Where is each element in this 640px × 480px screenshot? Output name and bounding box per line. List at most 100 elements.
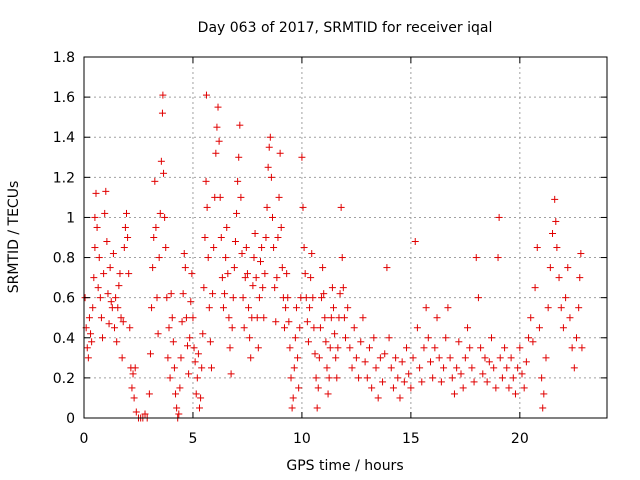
data-point xyxy=(240,324,248,332)
data-point xyxy=(538,374,546,382)
data-point xyxy=(175,410,183,418)
data-point xyxy=(188,270,196,278)
data-point xyxy=(474,294,482,302)
data-point xyxy=(227,370,235,378)
data-point xyxy=(226,344,234,352)
data-point xyxy=(146,350,154,358)
data-point xyxy=(160,169,168,177)
data-point xyxy=(472,254,480,262)
data-point xyxy=(527,314,535,322)
data-point xyxy=(115,282,123,290)
data-point xyxy=(246,334,254,342)
data-point xyxy=(533,244,541,252)
data-point xyxy=(189,314,197,322)
data-point xyxy=(95,254,103,262)
data-point xyxy=(194,350,202,358)
data-point xyxy=(479,370,487,378)
data-point xyxy=(431,344,439,352)
data-point xyxy=(481,354,489,362)
data-point xyxy=(544,304,552,312)
y-tick-label: 0.4 xyxy=(53,331,75,347)
data-point xyxy=(229,294,237,302)
data-point xyxy=(385,334,393,342)
data-point xyxy=(520,384,528,392)
data-point xyxy=(247,354,255,362)
data-point xyxy=(209,290,217,298)
data-point xyxy=(488,334,496,342)
data-point xyxy=(172,390,180,398)
data-point xyxy=(383,264,391,272)
data-point xyxy=(124,234,132,241)
y-tick-label: 0.8 xyxy=(53,251,75,267)
ticks-layer: 0 0.2 0.4 0.6 0.8 1 1.2 1.4 1.6 1.8 0 5 10 15 20 xyxy=(53,50,607,447)
data-point xyxy=(118,354,126,362)
data-point xyxy=(91,244,99,252)
y-axis-title: SRMTID / TECUs xyxy=(6,181,22,294)
data-point xyxy=(302,294,310,302)
data-point xyxy=(272,318,280,326)
data-point xyxy=(116,270,124,278)
data-point xyxy=(271,284,279,292)
data-point xyxy=(322,338,330,346)
x-tick-label: 20 xyxy=(511,431,529,447)
data-point xyxy=(148,304,156,312)
x-axis-title: GPS time / hours xyxy=(286,458,403,474)
data-point xyxy=(167,290,175,298)
x-tick-label: 15 xyxy=(402,431,420,447)
data-point xyxy=(459,384,467,392)
data-point xyxy=(89,304,97,312)
data-point xyxy=(266,133,274,141)
data-point xyxy=(87,330,95,338)
data-point xyxy=(284,294,292,302)
data-point xyxy=(243,270,251,278)
data-point xyxy=(242,244,250,252)
data-point xyxy=(96,294,104,302)
data-point xyxy=(263,203,271,211)
data-point xyxy=(214,103,222,111)
data-point xyxy=(265,143,273,151)
data-point xyxy=(368,384,376,392)
data-point xyxy=(522,358,530,366)
data-point xyxy=(90,274,98,282)
y-tick-label: 1 xyxy=(66,210,75,226)
data-point xyxy=(120,244,128,252)
data-point xyxy=(403,344,411,352)
data-point xyxy=(398,358,406,366)
data-point xyxy=(180,250,188,258)
data-point xyxy=(333,374,341,382)
data-point xyxy=(104,290,112,298)
data-point xyxy=(169,338,177,346)
x-tick-label: 0 xyxy=(80,431,89,447)
plot-frame xyxy=(83,56,608,419)
data-point xyxy=(168,314,176,322)
data-point xyxy=(253,314,261,322)
data-point xyxy=(303,318,311,326)
data-point xyxy=(304,338,312,346)
data-point xyxy=(492,384,500,392)
data-point xyxy=(514,364,522,372)
data-point xyxy=(239,294,247,302)
data-point xyxy=(213,123,221,131)
y-tick-label: 1.6 xyxy=(53,90,75,106)
data-point xyxy=(125,270,133,278)
data-point xyxy=(225,314,233,322)
data-point xyxy=(282,304,290,312)
data-point xyxy=(153,294,161,302)
data-point xyxy=(198,364,206,372)
data-point xyxy=(324,390,332,398)
data-point xyxy=(453,364,461,372)
data-point xyxy=(259,284,267,292)
data-point xyxy=(117,314,125,322)
data-point xyxy=(455,338,463,346)
data-point xyxy=(107,298,115,306)
data-point xyxy=(109,250,117,258)
data-point xyxy=(495,213,503,221)
data-point xyxy=(370,334,378,342)
data-point xyxy=(249,282,257,290)
data-point xyxy=(233,209,241,217)
data-point xyxy=(338,254,346,262)
data-point xyxy=(420,344,428,352)
data-point xyxy=(570,364,578,372)
y-tick-label: 1.2 xyxy=(53,170,75,186)
